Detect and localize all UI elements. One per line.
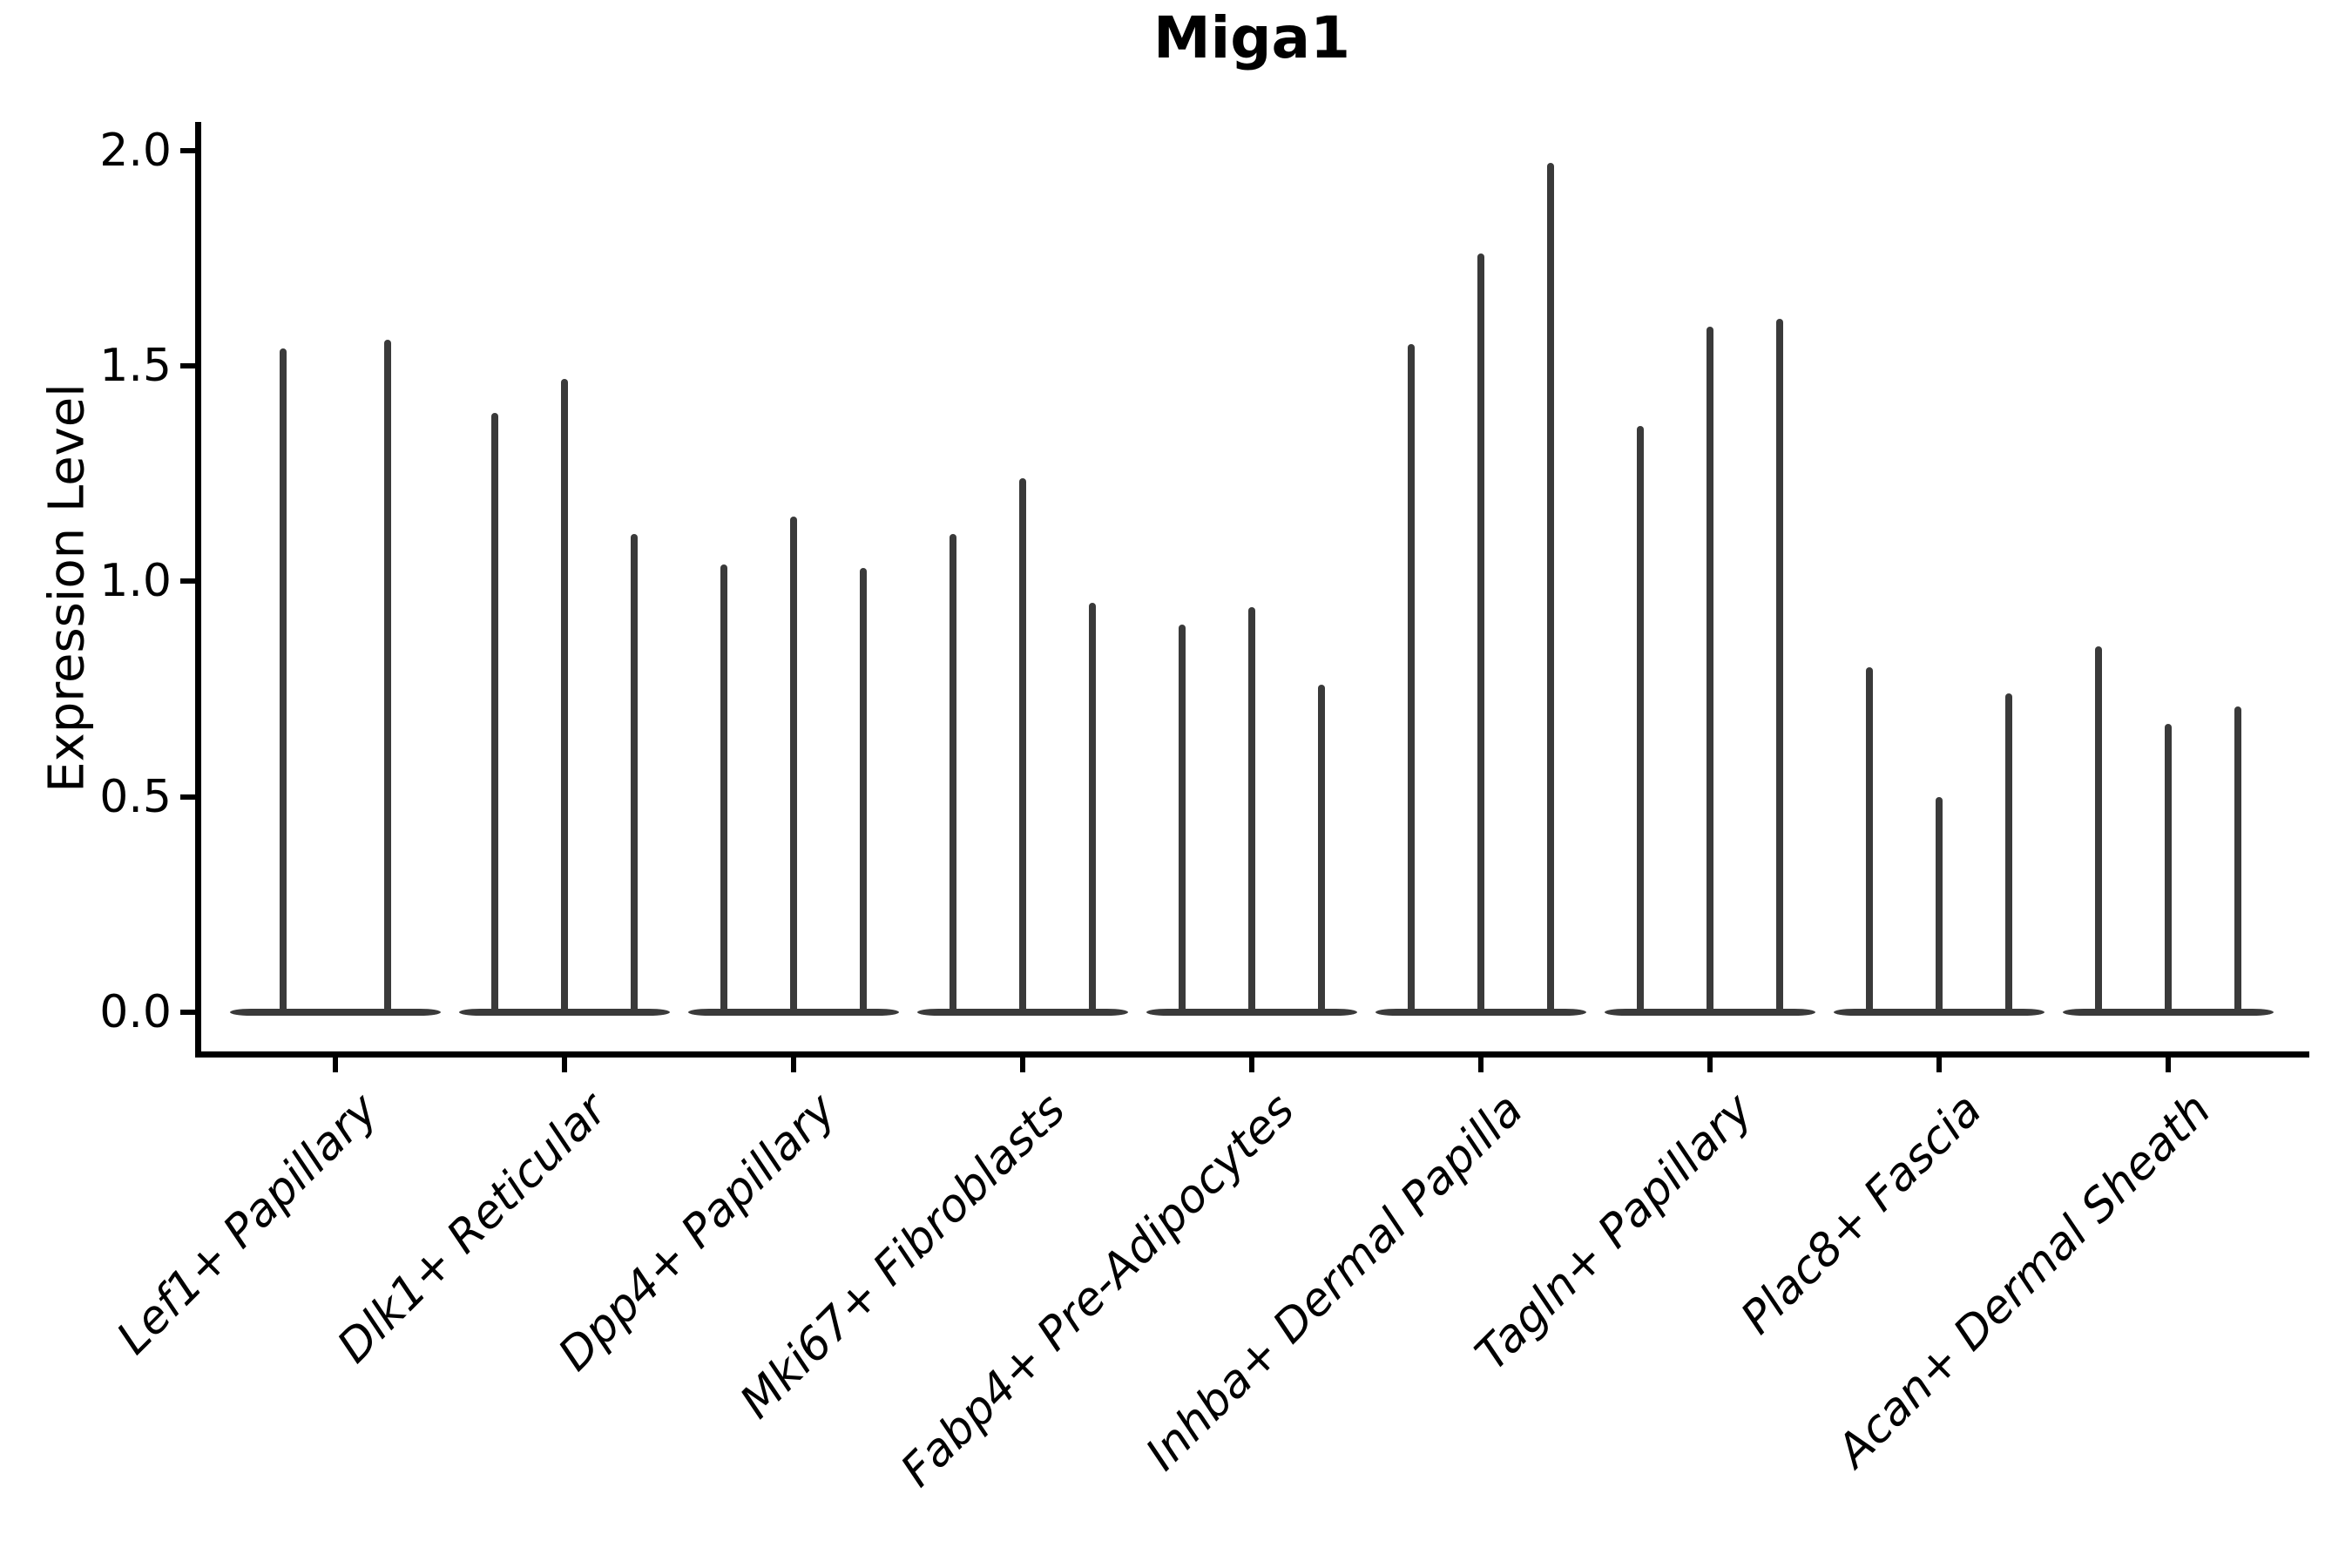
violin-spike	[1866, 667, 1873, 1014]
x-tick-label: Inhba+ Dermal Papilla	[1136, 1084, 1534, 1481]
violin-spike	[2234, 706, 2241, 1014]
y-axis-spine	[195, 122, 201, 1057]
chart-title: Miga1	[1152, 4, 1350, 71]
x-tick-label: Plac8+ Fascia	[1731, 1084, 1992, 1345]
y-axis-title: Expression Level	[38, 383, 96, 793]
x-axis-spine	[195, 1051, 2309, 1058]
y-tick-label: 1.0	[99, 555, 172, 608]
x-tick-mark	[1249, 1058, 1254, 1072]
violin-spike	[1318, 685, 1325, 1014]
violin-spike	[1089, 603, 1096, 1014]
violin-spike	[1179, 624, 1186, 1014]
y-tick-mark	[180, 794, 195, 800]
violin-spike	[1019, 477, 1026, 1014]
y-tick-mark	[180, 1010, 195, 1015]
violin-spike	[1547, 163, 1554, 1014]
x-tick-mark	[562, 1058, 567, 1072]
violin-spike	[1248, 606, 1255, 1014]
x-tick-mark	[1478, 1058, 1484, 1072]
y-tick-label: 2.0	[99, 124, 172, 177]
y-tick-mark	[180, 147, 195, 153]
y-tick-mark	[180, 362, 195, 368]
violin-spike	[950, 533, 956, 1014]
x-tick-mark	[1936, 1058, 1942, 1072]
x-tick-mark	[791, 1058, 796, 1072]
x-tick-mark	[2166, 1058, 2171, 1072]
y-tick-label: 0.0	[99, 986, 172, 1038]
violin-spike	[1936, 796, 1943, 1014]
violin-spike	[631, 533, 638, 1014]
violin-spike	[2095, 645, 2102, 1014]
violin-base	[230, 1009, 441, 1016]
y-tick-mark	[180, 578, 195, 585]
violin-spike	[561, 378, 568, 1014]
x-tick-mark	[333, 1058, 338, 1072]
violin-spike	[1637, 426, 1644, 1014]
violin-spike	[1707, 327, 1713, 1014]
x-tick-label: Acan+ Dermal Sheath	[1827, 1084, 2221, 1477]
violin-spike	[2165, 723, 2172, 1014]
violin-spike	[384, 340, 391, 1014]
violin-spike	[860, 568, 867, 1014]
x-tick-mark	[1707, 1058, 1713, 1072]
y-tick-label: 1.5	[99, 339, 172, 392]
violin-spike	[790, 517, 797, 1014]
violin-spike	[720, 564, 727, 1014]
violin-spike	[1477, 253, 1484, 1014]
violin-spike	[280, 348, 287, 1014]
violin-spike	[1408, 344, 1415, 1014]
violin-spike	[491, 413, 498, 1014]
x-tick-label: Fabp4+ Pre-Adipocytes	[890, 1084, 1305, 1497]
y-tick-label: 0.5	[99, 770, 172, 823]
x-tick-mark	[1020, 1058, 1025, 1072]
violin-spike	[2005, 693, 2012, 1014]
violin-spike	[1776, 318, 1783, 1014]
